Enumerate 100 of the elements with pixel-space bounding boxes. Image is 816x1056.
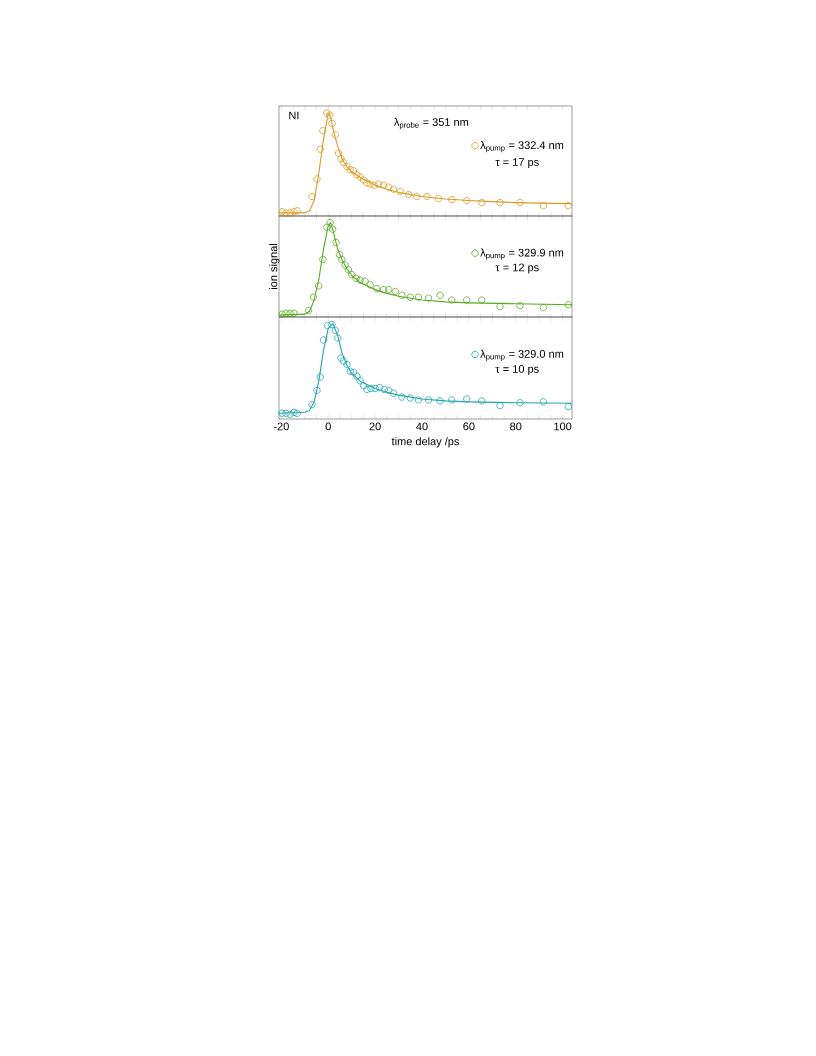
- point: [478, 296, 486, 304]
- point: [375, 383, 384, 392]
- point: [286, 209, 294, 217]
- point: [398, 291, 406, 299]
- point: [414, 293, 423, 301]
- point: [349, 368, 358, 376]
- point: [496, 303, 504, 311]
- x-tick-label: 40: [416, 422, 428, 431]
- point: [282, 409, 290, 417]
- point: [370, 181, 378, 189]
- point: [413, 192, 421, 201]
- point: [361, 277, 369, 285]
- point: [405, 190, 413, 198]
- point: [349, 167, 358, 175]
- point: [360, 176, 368, 184]
- point: [353, 171, 361, 179]
- x-tick-label: 0: [325, 422, 331, 431]
- point: [373, 285, 381, 293]
- point: [348, 270, 356, 279]
- point: [390, 185, 398, 193]
- point: [286, 410, 294, 418]
- point: [463, 196, 471, 205]
- point: [334, 334, 342, 342]
- point: [356, 173, 364, 181]
- point: [313, 386, 321, 394]
- point: [319, 255, 327, 264]
- x-tick-label: 20: [369, 422, 381, 431]
- point: [375, 180, 383, 188]
- point: [316, 373, 324, 381]
- point: [323, 109, 331, 117]
- point: [286, 309, 294, 317]
- point: [396, 187, 404, 195]
- annotation: τ = 10 ps: [495, 365, 539, 375]
- point: [309, 293, 318, 301]
- point: [343, 163, 351, 171]
- point: [278, 409, 286, 417]
- point: [379, 286, 388, 294]
- point: [367, 384, 375, 393]
- point: [293, 207, 301, 215]
- point: [352, 274, 360, 282]
- point: [360, 382, 368, 390]
- point: [406, 293, 414, 301]
- point: [391, 287, 399, 296]
- point: [356, 276, 364, 284]
- y-axis-title: ion signal: [269, 244, 280, 289]
- point: [363, 385, 371, 394]
- point: [353, 372, 361, 380]
- point: [478, 199, 486, 207]
- point: [308, 192, 316, 201]
- point: [334, 149, 343, 157]
- annotation: λ$_{probe}$ = 351 nm: [393, 117, 469, 130]
- point: [406, 394, 414, 402]
- point: [315, 282, 323, 290]
- point: [356, 377, 364, 385]
- point: [323, 321, 332, 330]
- point: [385, 183, 393, 191]
- point: [448, 396, 456, 404]
- point: [379, 181, 388, 189]
- point: [539, 303, 548, 312]
- point: [539, 398, 548, 406]
- point: [346, 367, 354, 375]
- point: [339, 158, 348, 167]
- point: [308, 401, 316, 409]
- point: [478, 397, 486, 405]
- point: [329, 225, 337, 233]
- point: [323, 223, 331, 231]
- point: [424, 294, 433, 302]
- x-axis-title: time delay /ps: [391, 437, 460, 448]
- point: [331, 326, 339, 334]
- point: [390, 389, 398, 397]
- point: [326, 111, 334, 119]
- point: [343, 361, 351, 369]
- point: [278, 208, 286, 216]
- point: [337, 154, 345, 163]
- point: [278, 310, 286, 318]
- point: [293, 409, 301, 417]
- point: [337, 354, 345, 362]
- point: [319, 336, 328, 344]
- point: [516, 399, 524, 407]
- point: [335, 251, 344, 259]
- point: [282, 309, 290, 317]
- point: [328, 119, 336, 128]
- point: [423, 192, 431, 201]
- point: [326, 218, 334, 227]
- point: [290, 408, 298, 416]
- point: [366, 281, 374, 289]
- legend-label: λ$_{pump}$ = 332.4 nm: [480, 140, 564, 153]
- point: [304, 306, 313, 314]
- point: [539, 202, 548, 210]
- point: [344, 266, 352, 274]
- annotation: τ = 12 ps: [495, 263, 539, 274]
- point: [341, 261, 349, 269]
- point: [346, 166, 354, 174]
- point: [463, 395, 471, 403]
- point: [448, 296, 456, 304]
- legend-label: λ$_{pump}$ = 329.0 nm: [480, 349, 564, 361]
- point: [338, 255, 346, 264]
- point: [436, 291, 444, 299]
- point: [436, 397, 444, 405]
- point: [434, 194, 442, 203]
